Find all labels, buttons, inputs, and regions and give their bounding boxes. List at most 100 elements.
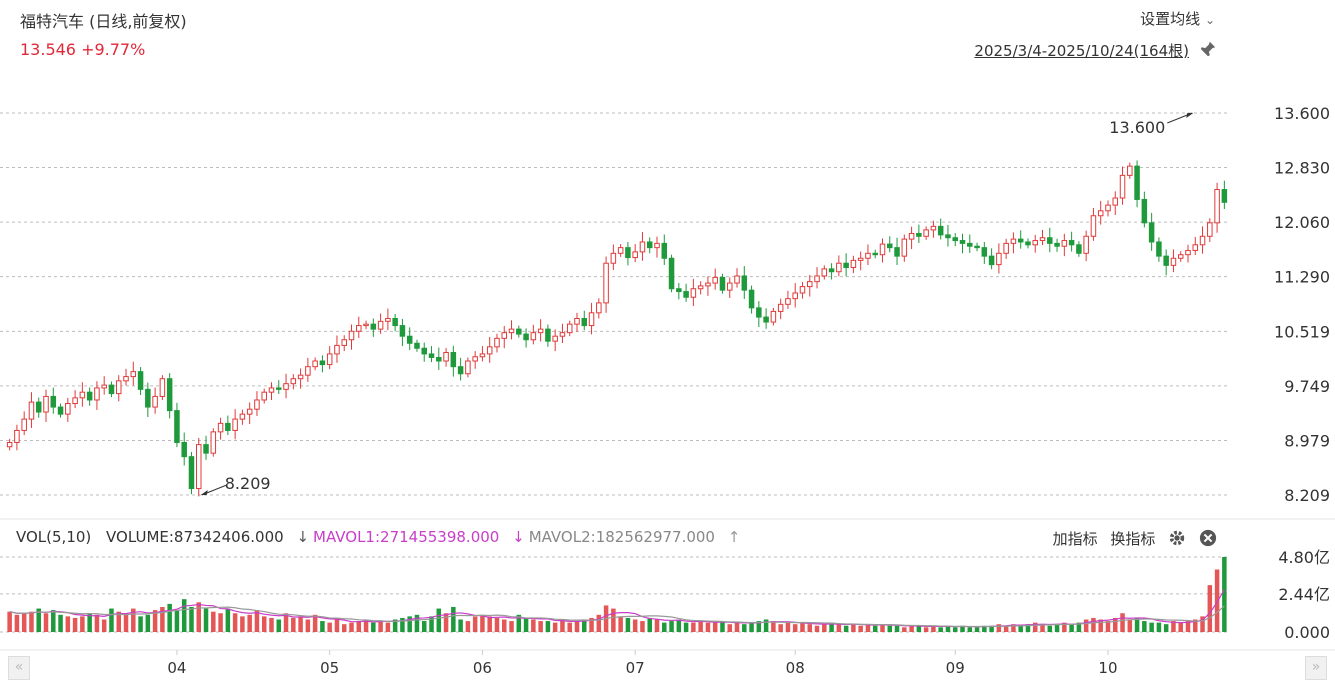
- volume-bar: [814, 625, 820, 632]
- down-arrow-icon: ↓: [296, 528, 310, 546]
- ma-setting-label: 设置均线: [1140, 10, 1201, 28]
- volume-bar: [705, 622, 711, 632]
- candle-body: [777, 303, 784, 312]
- candle-body: [406, 335, 413, 344]
- candle-body: [1010, 238, 1017, 244]
- volume-bar: [392, 619, 398, 632]
- price-change: 13.546 +9.77%: [20, 40, 145, 59]
- change-percent: +9.77%: [81, 40, 146, 59]
- candle-body: [537, 328, 544, 334]
- volume-bar: [552, 622, 558, 632]
- volume-bar: [116, 611, 121, 632]
- candle-body: [501, 332, 508, 339]
- volume-bar: [472, 616, 478, 632]
- candle-body: [981, 247, 988, 257]
- volume-bar: [334, 617, 340, 632]
- volume-bar: [1032, 622, 1038, 632]
- candle-body: [937, 225, 944, 236]
- candle-body: [807, 281, 813, 288]
- price-tick-label: 10.519: [1274, 322, 1330, 341]
- candle-body: [719, 276, 726, 291]
- volume-tick-label: 2.44亿: [1278, 585, 1330, 604]
- volume-bar: [487, 616, 492, 632]
- mavol1-line: [9, 589, 1225, 628]
- volume-bar: [516, 614, 522, 632]
- candle-body: [188, 456, 195, 490]
- volume-bar: [982, 625, 987, 632]
- candle-body: [756, 307, 762, 318]
- volume-bar: [582, 619, 587, 632]
- volume-bar: [502, 619, 507, 632]
- volume-bar: [1171, 621, 1176, 632]
- volume-bar: [923, 627, 929, 632]
- volume-bar: [305, 619, 311, 632]
- volume-bar: [254, 610, 260, 632]
- date-range-link[interactable]: 2025/3/4-2025/10/24(164根): [974, 42, 1189, 60]
- volume-bar: [996, 624, 1002, 632]
- candle-body: [1054, 242, 1060, 247]
- pin-icon[interactable]: [1199, 40, 1217, 58]
- price-tick-label: 11.290: [1274, 268, 1330, 287]
- volume-bar: [909, 625, 914, 632]
- candle-body: [283, 383, 289, 390]
- candle-body: [1076, 244, 1082, 254]
- candle-body: [726, 282, 733, 291]
- volume-bar: [1003, 625, 1009, 632]
- volume-bar: [1011, 624, 1016, 632]
- volume-bar: [276, 619, 282, 632]
- volume-bar: [167, 603, 172, 632]
- x-tick-label: 07: [626, 659, 645, 677]
- candle-body: [581, 317, 588, 327]
- candle-body: [1119, 174, 1126, 199]
- candle-body: [967, 242, 973, 247]
- volume-bar: [1193, 619, 1198, 632]
- volume-bar: [974, 627, 980, 632]
- volume-bar: [749, 622, 754, 632]
- volume-bar: [916, 625, 922, 632]
- volume-bar: [560, 619, 565, 632]
- candle-body: [894, 247, 900, 257]
- candle-body: [748, 289, 755, 309]
- candle-body: [516, 328, 522, 335]
- candle-body: [334, 344, 340, 355]
- candle-body: [712, 276, 718, 284]
- ma-setting-button[interactable]: 设置均线 ⌄: [1140, 8, 1215, 29]
- volume-value: VOLUME:87342406.000: [106, 528, 284, 546]
- volume-bar: [181, 599, 187, 632]
- candle-body: [654, 242, 660, 249]
- candle-body: [196, 444, 202, 490]
- add-indicator-button[interactable]: 加指标: [1052, 530, 1098, 548]
- candle-body: [254, 399, 260, 410]
- volume-bar: [451, 607, 456, 632]
- candle-body: [1090, 215, 1097, 237]
- candle-body: [916, 232, 922, 237]
- candle-body: [414, 342, 420, 349]
- candle-body: [1207, 222, 1213, 237]
- volume-bar: [945, 625, 951, 632]
- candle-body: [326, 353, 333, 366]
- switch-indicator-button[interactable]: 换指标: [1110, 530, 1156, 548]
- scroll-right-button[interactable]: »: [1305, 656, 1327, 680]
- volume-bar: [1120, 613, 1125, 632]
- volume-bar: [654, 619, 660, 632]
- x-tick-label: 09: [946, 659, 965, 677]
- volume-bar: [458, 619, 463, 632]
- gear-icon[interactable]: [1168, 530, 1191, 548]
- candle-body: [465, 360, 471, 375]
- candle-body: [14, 429, 20, 443]
- volume-bar: [1105, 621, 1111, 632]
- close-icon[interactable]: [1199, 529, 1217, 548]
- scroll-left-button[interactable]: «: [8, 656, 30, 680]
- candle-body: [1039, 237, 1046, 242]
- volume-bar: [1156, 622, 1162, 632]
- candle-body: [225, 422, 231, 431]
- volume-bar: [1214, 569, 1220, 632]
- candle-body: [705, 282, 711, 287]
- volume-bar: [851, 624, 856, 632]
- candle-body: [828, 268, 835, 273]
- volume-bar: [65, 616, 71, 632]
- volume-bar: [1185, 621, 1191, 632]
- volume-bar: [7, 611, 12, 632]
- candle-body: [152, 395, 158, 408]
